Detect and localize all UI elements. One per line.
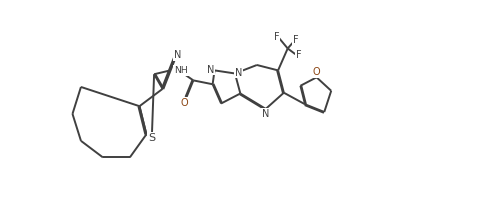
Text: F: F <box>293 35 298 45</box>
Text: N: N <box>207 65 215 75</box>
Text: NH: NH <box>174 66 188 75</box>
Text: N: N <box>173 50 181 60</box>
Text: F: F <box>295 50 301 60</box>
Text: N: N <box>262 109 270 119</box>
Text: O: O <box>181 98 188 108</box>
Text: N: N <box>235 68 243 78</box>
Text: F: F <box>274 32 279 42</box>
Text: O: O <box>313 67 320 77</box>
Text: S: S <box>148 133 155 143</box>
